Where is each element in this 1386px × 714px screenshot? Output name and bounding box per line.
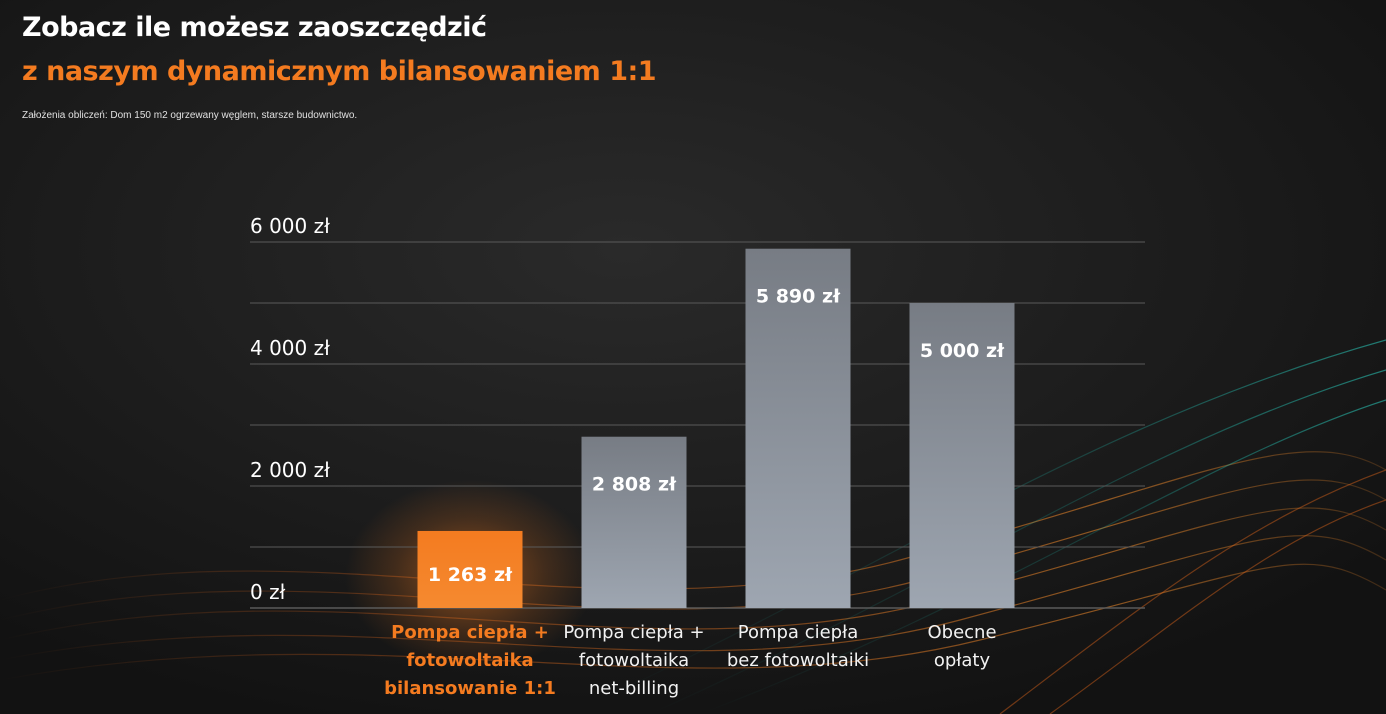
y-tick-label: 2 000 zł bbox=[250, 458, 330, 482]
calculation-assumptions-note: Założenia obliczeń: Dom 150 m2 ogrzewany… bbox=[22, 110, 358, 121]
bar-value-label: 2 808 zł bbox=[592, 474, 677, 496]
category-label: Pompa ciepła + fotowoltaika bilansowanie… bbox=[384, 622, 556, 699]
category-label: Pompa ciepła bez fotowoltaiki bbox=[726, 622, 870, 671]
y-tick-label: 4 000 zł bbox=[250, 336, 330, 360]
bar bbox=[417, 530, 523, 608]
bar-value-label: 5 890 zł bbox=[756, 286, 841, 308]
bar bbox=[909, 303, 1015, 608]
category-label: Pompa ciepła + fotowoltaika net-billing bbox=[563, 622, 705, 699]
bar-value-label: 5 000 zł bbox=[920, 340, 1005, 362]
bar bbox=[745, 248, 851, 608]
bar-value-label: 1 263 zł bbox=[428, 564, 513, 586]
y-tick-label: 0 zł bbox=[250, 580, 286, 604]
y-tick-label: 6 000 zł bbox=[250, 214, 330, 238]
bar bbox=[581, 436, 687, 608]
page-subtitle: z naszym dynamicznym bilansowaniem 1:1 bbox=[22, 56, 657, 87]
category-label: Obecne opłaty bbox=[927, 622, 997, 671]
page-title: Zobacz ile możesz zaoszczędzić bbox=[22, 12, 487, 43]
